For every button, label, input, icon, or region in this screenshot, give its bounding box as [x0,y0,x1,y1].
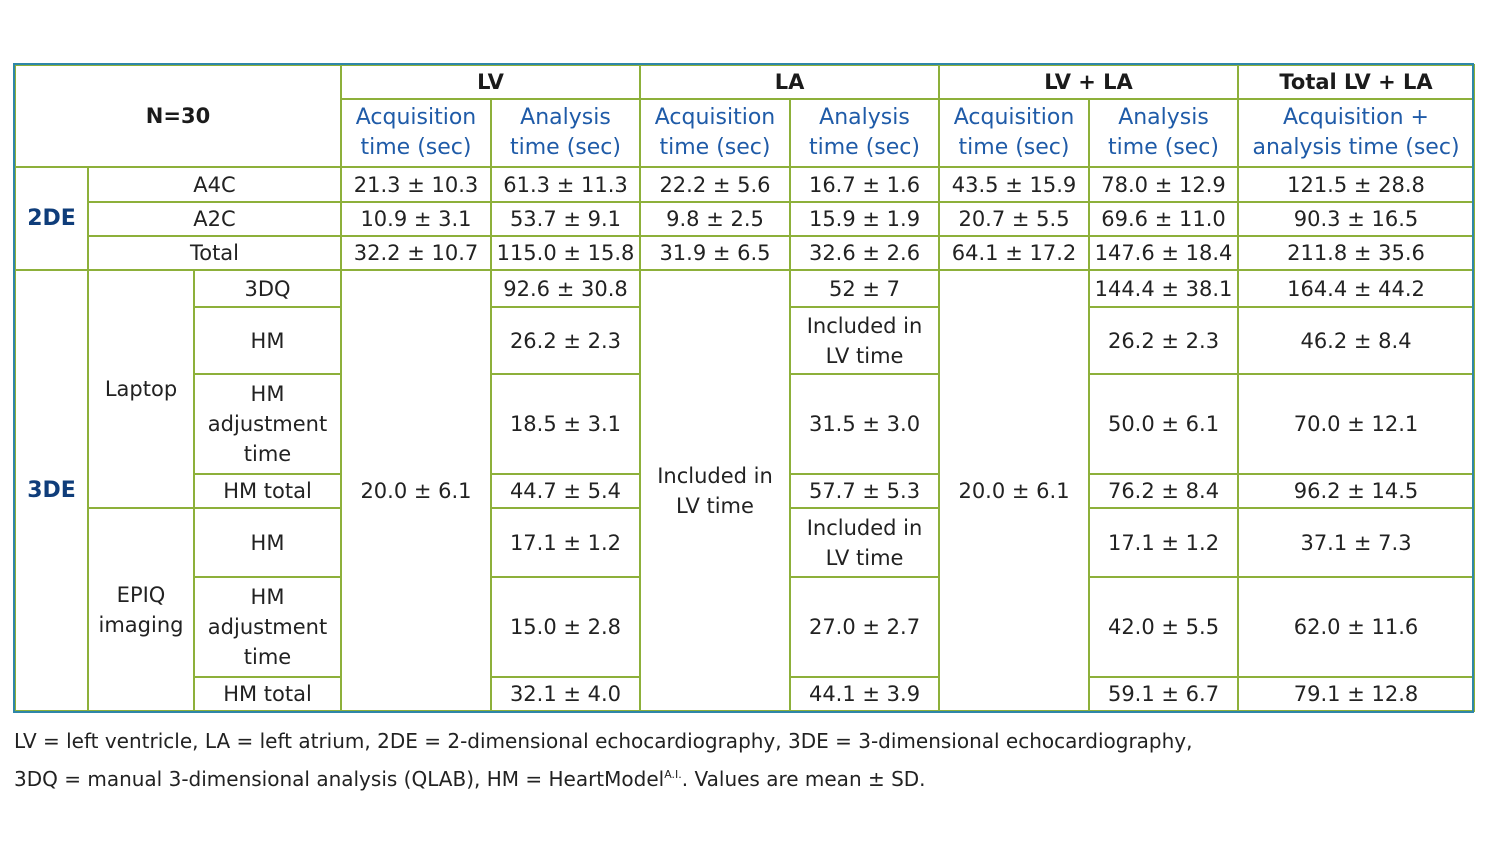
cell: 115.0 ± 15.8 [490,235,641,271]
total-header: Acquisition + analysis time (sec) [1237,98,1476,168]
cell: 44.7 ± 5.4 [490,473,641,509]
cell: 96.2 ± 14.5 [1237,473,1476,509]
lvla-acq-3de: 20.0 ± 6.1 [938,269,1091,712]
cell: 20.7 ± 5.5 [938,201,1091,237]
cell: 53.7 ± 9.1 [490,201,641,237]
footnote-line-1: LV = left ventricle, LA = left atrium, 2… [14,729,1193,753]
cell: 15.0 ± 2.8 [490,576,641,678]
cell: 31.5 ± 3.0 [788,373,941,475]
group-lv: LV [340,64,641,100]
header-row-groups: N=30 LV LA LV + LA Total LV + LA [14,64,1476,168]
cell: 32.1 ± 4.0 [490,676,641,712]
row-label: HM [193,507,342,578]
table-row: HM 26.2 ± 2.3 Included in LV time 26.2 ± … [15,306,1476,375]
cell: 26.2 ± 2.3 [490,306,641,375]
header-row-sub: Acquisition time (sec) Analysis time (sec)… [15,98,1476,168]
cell: 42.0 ± 5.5 [1088,576,1240,678]
la-acq-3de: Included in LV time [639,269,791,712]
cell: 211.8 ± 35.6 [1237,235,1476,271]
table-wrapper: N=30 LV LA LV + LA Total LV + LA Acquisi… [14,64,1476,712]
group-lvla: LV + LA [938,64,1240,100]
footnote: LV = left ventricle, LA = left atrium, 2… [14,724,1193,796]
cell: 15.9 ± 1.9 [788,201,941,237]
table-row: HM total 44.7 ± 5.4 57.7 ± 5.3 76.2 ± 8.… [15,473,1476,509]
row-label: A4C [87,166,342,203]
row-label: HM adjustment time [193,576,342,678]
row-label: HM total [193,473,342,509]
cell: 121.5 ± 28.8 [1237,166,1476,203]
table-row: HM total 32.1 ± 4.0 44.1 ± 3.9 59.1 ± 6.… [15,676,1476,712]
cell: Included in LV time [788,306,941,375]
cell: 57.7 ± 5.3 [788,473,941,509]
table-row: HM adjustment time 15.0 ± 2.8 27.0 ± 2.7 4… [15,576,1476,678]
row-label: Total [87,235,342,271]
lv-ana-header: Analysis time (sec) [490,98,641,168]
section-2de: 2DE [14,166,89,271]
section-3de: 3DE [14,269,89,712]
n-label: N=30 [14,64,342,168]
cell: 52 ± 7 [788,269,941,308]
laptop-label: Laptop [87,269,195,509]
row-label: HM adjustment time [193,373,342,475]
cell: 62.0 ± 11.6 [1237,576,1476,678]
cell: 16.7 ± 1.6 [788,166,941,203]
results-table: N=30 LV LA LV + LA Total LV + LA Acquisi… [14,64,1476,712]
lvla-acq-header: Acquisition time (sec) [938,98,1091,168]
cell: 78.0 ± 12.9 [1088,166,1240,203]
row-label: A2C [87,201,342,237]
cell: 27.0 ± 2.7 [788,576,941,678]
cell: 50.0 ± 6.1 [1088,373,1240,475]
cell: 32.6 ± 2.6 [788,235,941,271]
table-row: 3DE Laptop 3DQ 20.0 ± 6.1 92.6 ± 30.8 In… [14,269,1476,712]
table-row: EPIQ imaging HM 17.1 ± 1.2 Included in LV … [15,507,1476,712]
cell: 90.3 ± 16.5 [1237,201,1476,237]
cell: 76.2 ± 8.4 [1088,473,1240,509]
row-label: HM [193,306,342,375]
cell: 46.2 ± 8.4 [1237,306,1476,375]
cell: 31.9 ± 6.5 [639,235,791,271]
cell: 147.6 ± 18.4 [1088,235,1240,271]
footnote-line-2: 3DQ = manual 3-dimensional analysis (QLA… [14,767,926,791]
cell: 32.2 ± 10.7 [340,235,492,271]
cell: 70.0 ± 12.1 [1237,373,1476,475]
lvla-ana-header: Analysis time (sec) [1088,98,1240,168]
cell: 21.3 ± 10.3 [340,166,492,203]
la-acq-header: Acquisition time (sec) [639,98,791,168]
cell: 22.2 ± 5.6 [639,166,791,203]
group-total: Total LV + LA [1237,64,1476,100]
cell: Included in LV time [788,507,941,578]
lv-acq-3de: 20.0 ± 6.1 [340,269,492,712]
group-la: LA [638,64,941,100]
cell: 17.1 ± 1.2 [1088,507,1240,578]
cell: 17.1 ± 1.2 [490,507,641,578]
cell: 43.5 ± 15.9 [938,166,1091,203]
epiq-label: EPIQ imaging [87,507,195,712]
cell: 92.6 ± 30.8 [490,269,641,308]
cell: 37.1 ± 7.3 [1237,507,1476,578]
cell: 79.1 ± 12.8 [1237,676,1476,712]
cell: 61.3 ± 11.3 [490,166,641,203]
cell: 18.5 ± 3.1 [490,373,641,475]
row-label: 3DQ [193,269,342,308]
la-ana-header: Analysis time (sec) [788,98,941,168]
row-label: HM total [193,676,342,712]
table-row: HM adjustment time 18.5 ± 3.1 31.5 ± 3.0 5… [15,373,1476,475]
cell: 9.8 ± 2.5 [639,201,791,237]
cell: 69.6 ± 11.0 [1088,201,1240,237]
cell: 26.2 ± 2.3 [1088,306,1240,375]
cell: 59.1 ± 6.7 [1088,676,1240,712]
table-row: A2C 10.9 ± 3.1 53.7 ± 9.1 9.8 ± 2.5 15.9… [15,201,1476,237]
cell: 44.1 ± 3.9 [788,676,941,712]
cell: 10.9 ± 3.1 [340,201,492,237]
cell: 64.1 ± 17.2 [938,235,1091,271]
cell: 164.4 ± 44.2 [1237,269,1476,308]
table-row: Total 32.2 ± 10.7 115.0 ± 15.8 31.9 ± 6.… [15,235,1476,271]
table-row: 2DE A4C 21.3 ± 10.3 61.3 ± 11.3 22.2 ± 5… [14,166,1476,271]
lv-acq-header: Acquisition time (sec) [340,98,492,168]
cell: 144.4 ± 38.1 [1088,269,1240,308]
